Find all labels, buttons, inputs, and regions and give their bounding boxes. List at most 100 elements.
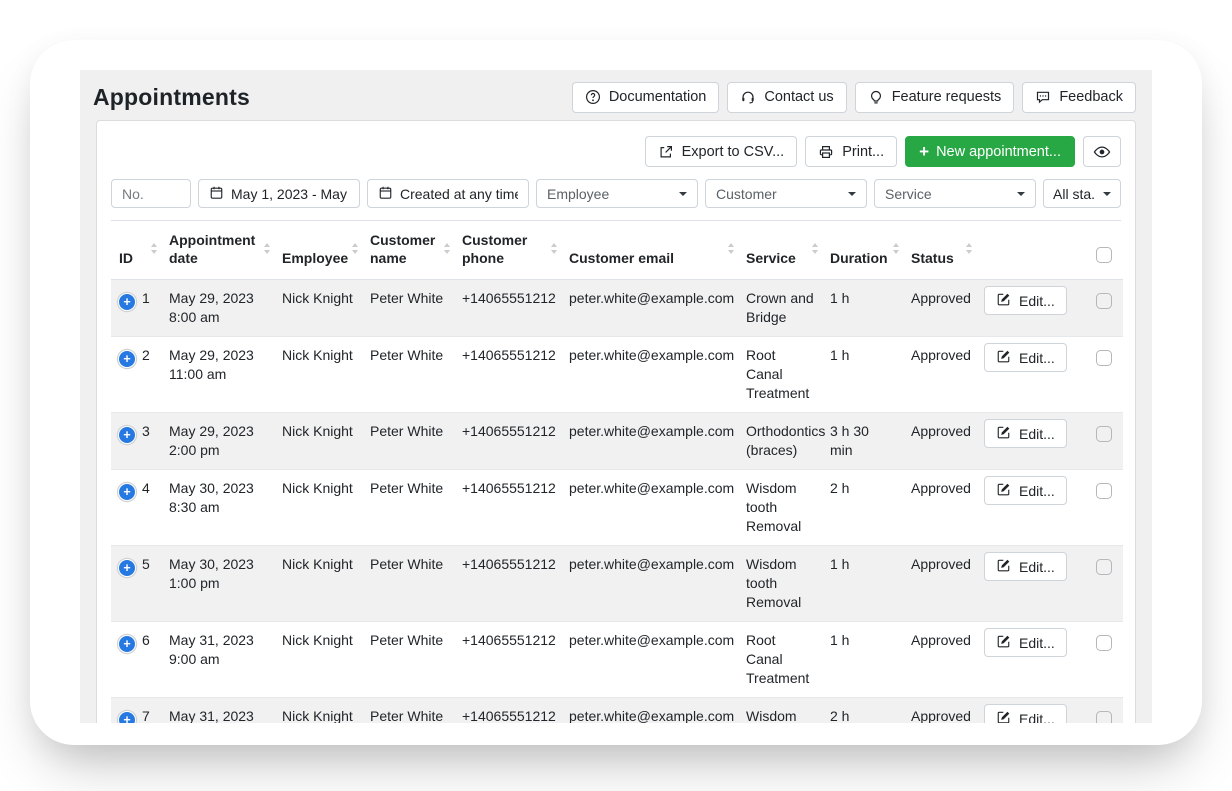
expand-row-icon[interactable]: + xyxy=(119,351,135,368)
edit-label: Edit... xyxy=(1019,482,1055,499)
customer-email-cell: peter.white@example.com xyxy=(569,632,735,648)
documentation-button[interactable]: Documentation xyxy=(571,81,720,113)
customer-phone-cell: +14065551212 xyxy=(462,347,556,363)
appointment-time: 8:30 am xyxy=(169,499,220,515)
edit-cell: Edit... xyxy=(976,280,1088,337)
row-checkbox[interactable] xyxy=(1096,293,1112,309)
column-header-status[interactable]: Status xyxy=(903,221,976,280)
column-header-customer-name[interactable]: Customer name xyxy=(362,221,454,280)
expand-row-icon[interactable]: + xyxy=(119,712,135,723)
row-id: 3 xyxy=(142,423,150,439)
row-checkbox[interactable] xyxy=(1096,635,1112,651)
edit-cell: Edit... xyxy=(976,698,1088,723)
row-id: 2 xyxy=(142,347,150,363)
column-header-appointment-date[interactable]: Appointment date xyxy=(161,221,274,280)
edit-button[interactable]: Edit... xyxy=(984,286,1067,315)
row-checkbox[interactable] xyxy=(1096,483,1112,499)
customer-name-cell: Peter White xyxy=(370,347,444,363)
print-button[interactable]: Print... xyxy=(805,136,898,167)
filters-bar: May 1, 2023 - May 3... Created at any ti… xyxy=(111,179,1121,208)
employee-cell: Nick Knight xyxy=(282,708,353,723)
appointment-date: May 29, 2023 xyxy=(169,347,254,363)
edit-button[interactable]: Edit... xyxy=(984,552,1067,581)
pencil-square-icon xyxy=(996,634,1011,652)
edit-button[interactable]: Edit... xyxy=(984,704,1067,723)
pencil-square-icon xyxy=(996,558,1011,576)
customer-name-cell: Peter White xyxy=(370,480,444,496)
service-cell: Wisdom tooth Removal xyxy=(746,480,802,534)
edit-cell: Edit... xyxy=(976,337,1088,413)
lightbulb-icon xyxy=(868,89,884,105)
column-header-actions xyxy=(976,221,1088,280)
customer-name-cell: Peter White xyxy=(370,290,444,306)
edit-label: Edit... xyxy=(1019,292,1055,309)
export-csv-button[interactable]: Export to CSV... xyxy=(644,136,798,167)
column-header-customer-email[interactable]: Customer email xyxy=(561,221,738,280)
edit-label: Edit... xyxy=(1019,349,1055,366)
service-select[interactable]: Service xyxy=(874,179,1036,208)
edit-label: Edit... xyxy=(1019,558,1055,575)
edit-button[interactable]: Edit... xyxy=(984,476,1067,505)
status-cell: Approved xyxy=(911,632,971,648)
appointment-date: May 31, 2023 xyxy=(169,708,254,723)
column-header-id[interactable]: ID xyxy=(111,221,161,280)
calendar-icon xyxy=(378,185,393,203)
edit-cell: Edit... xyxy=(976,470,1088,546)
edit-label: Edit... xyxy=(1019,710,1055,724)
employee-cell: Nick Knight xyxy=(282,632,353,648)
appointment-date: May 29, 2023 xyxy=(169,423,254,439)
employee-select[interactable]: Employee xyxy=(536,179,698,208)
column-header-customer-phone[interactable]: Customer phone xyxy=(454,221,561,280)
duration-cell: 2 h xyxy=(830,708,850,723)
row-checkbox[interactable] xyxy=(1096,559,1112,575)
customer-name-cell: Peter White xyxy=(370,423,444,439)
customer-phone-cell: +14065551212 xyxy=(462,556,556,572)
edit-button[interactable]: Edit... xyxy=(984,419,1067,448)
row-checkbox[interactable] xyxy=(1096,350,1112,366)
expand-row-icon[interactable]: + xyxy=(119,560,135,577)
feature-requests-label: Feature requests xyxy=(891,89,1002,105)
appointments-tbody: +1 May 29, 2023 8:00 am Nick Knight Pete… xyxy=(111,279,1123,723)
customer-phone-cell: +14065551212 xyxy=(462,632,556,648)
expand-row-icon[interactable]: + xyxy=(119,636,135,653)
expand-row-icon[interactable]: + xyxy=(119,294,135,311)
expand-row-icon[interactable]: + xyxy=(119,484,135,501)
edit-button[interactable]: Edit... xyxy=(984,343,1067,372)
column-visibility-button[interactable] xyxy=(1083,136,1121,167)
column-header-employee[interactable]: Employee xyxy=(274,221,362,280)
feature-requests-button[interactable]: Feature requests xyxy=(854,81,1015,113)
row-checkbox[interactable] xyxy=(1096,711,1112,723)
edit-cell: Edit... xyxy=(976,546,1088,622)
select-all-checkbox[interactable] xyxy=(1096,247,1112,263)
duration-cell: 2 h xyxy=(830,480,850,496)
help-buttons: Documentation Contact us xyxy=(571,81,1136,113)
row-id: 6 xyxy=(142,632,150,648)
creation-date-filter[interactable]: Created at any time xyxy=(367,179,529,208)
expand-row-icon[interactable]: + xyxy=(119,427,135,444)
edit-button[interactable]: Edit... xyxy=(984,628,1067,657)
appointment-date-filter[interactable]: May 1, 2023 - May 3... xyxy=(198,179,360,208)
status-cell: Approved xyxy=(911,556,971,572)
select-cell xyxy=(1088,622,1123,698)
row-id-cell: +3 xyxy=(111,413,161,470)
employee-cell: Nick Knight xyxy=(282,347,353,363)
row-checkbox[interactable] xyxy=(1096,426,1112,442)
column-header-duration[interactable]: Duration xyxy=(822,221,903,280)
row-id: 5 xyxy=(142,556,150,572)
new-appointment-button[interactable]: + New appointment... xyxy=(905,136,1075,167)
contact-us-button[interactable]: Contact us xyxy=(727,81,847,113)
row-id: 1 xyxy=(142,290,150,306)
feedback-button[interactable]: Feedback xyxy=(1022,81,1136,113)
column-header-service[interactable]: Service xyxy=(738,221,822,280)
filters-divider xyxy=(111,220,1121,221)
customer-select[interactable]: Customer xyxy=(705,179,867,208)
appointment-date-cell: May 31, 2023 9:00 am xyxy=(161,622,274,698)
admin-header: Appointments Documentation xyxy=(80,70,1152,120)
appointment-time: 11:00 am xyxy=(169,366,227,382)
pencil-square-icon xyxy=(996,292,1011,310)
employee-cell: Nick Knight xyxy=(282,556,353,572)
status-select[interactable]: All sta... xyxy=(1043,179,1121,208)
customer-select-value: Customer xyxy=(716,185,777,202)
row-id-cell: +7 xyxy=(111,698,161,723)
appointment-number-input[interactable] xyxy=(111,179,191,208)
